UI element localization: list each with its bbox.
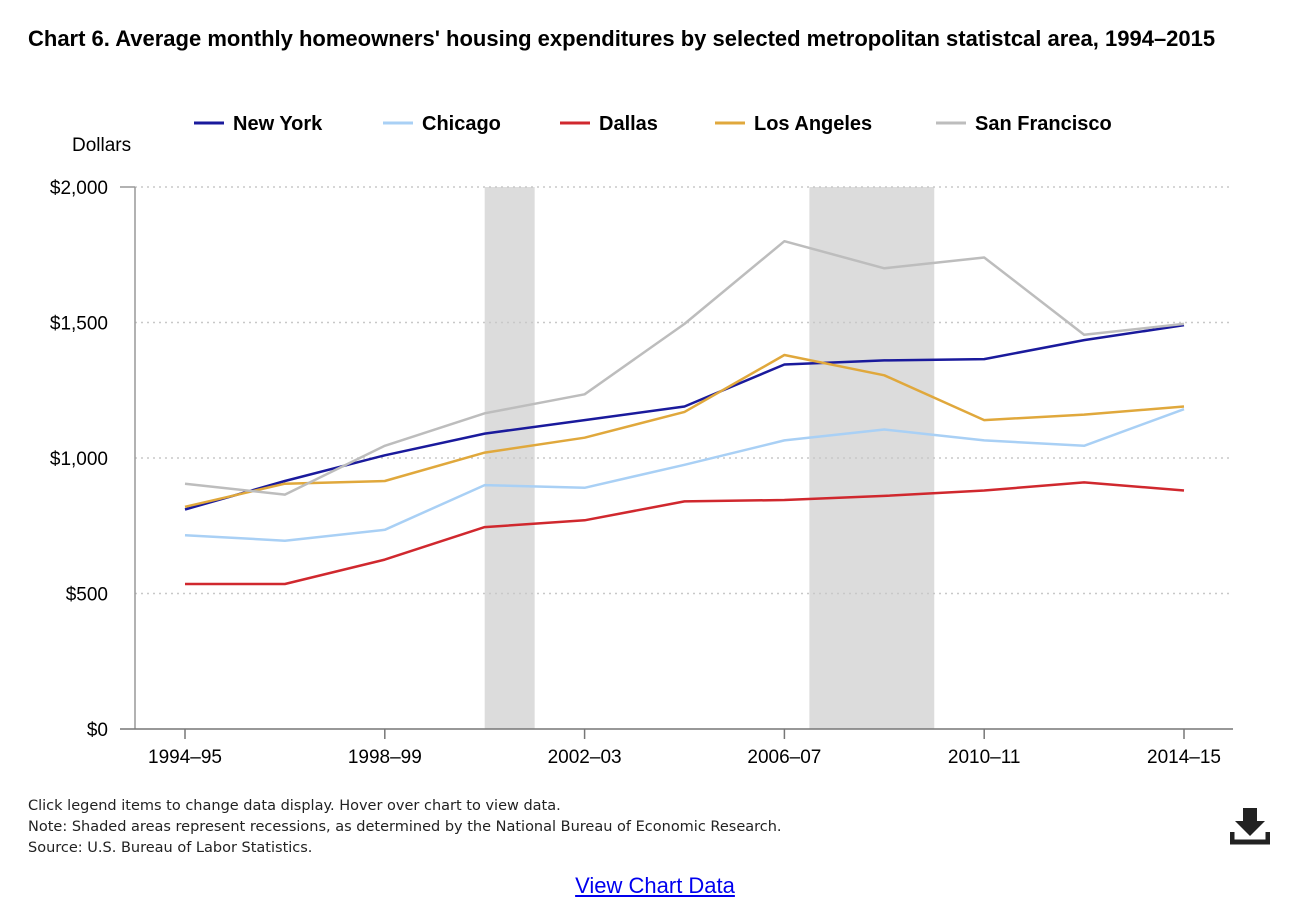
download-icon[interactable] bbox=[1229, 806, 1271, 846]
legend-item-dallas[interactable]: Dallas bbox=[560, 113, 658, 135]
chart-title: Chart 6. Average monthly homeowners' hou… bbox=[28, 26, 1216, 51]
interaction-note: Click legend items to change data displa… bbox=[28, 798, 561, 814]
download-icon-graphic bbox=[1229, 808, 1271, 845]
axes bbox=[120, 186, 1233, 730]
recession-shading bbox=[484, 187, 935, 729]
legend-label: Los Angeles bbox=[754, 113, 872, 135]
x-tick-label: 1994–95 bbox=[148, 747, 222, 768]
x-tick-label: 2014–15 bbox=[1147, 747, 1221, 768]
series-line-los-angeles[interactable] bbox=[184, 353, 1185, 509]
legend-item-los-angeles[interactable]: Los Angeles bbox=[715, 113, 872, 135]
legend-item-san-francisco[interactable]: San Francisco bbox=[936, 113, 1112, 135]
y-tick-label: $500 bbox=[66, 585, 108, 606]
chart-notes: Click legend items to change data displa… bbox=[28, 796, 782, 859]
y-tick-label: $0 bbox=[87, 720, 108, 741]
legend-label: San Francisco bbox=[975, 113, 1112, 135]
x-tick-label: 2010–11 bbox=[948, 747, 1021, 768]
view-chart-data-link[interactable]: View Chart Data bbox=[575, 873, 735, 898]
series-line-san-francisco[interactable] bbox=[184, 239, 1185, 496]
series-line-new-york[interactable] bbox=[184, 323, 1185, 511]
legend-item-chicago[interactable]: Chicago bbox=[383, 113, 501, 135]
view-chart-data-container: View Chart Data bbox=[0, 873, 1310, 899]
series-line-chicago[interactable] bbox=[184, 408, 1185, 542]
legend-item-new-york[interactable]: New York bbox=[194, 113, 323, 135]
x-tick-label: 2002–03 bbox=[548, 747, 622, 768]
recession-band bbox=[809, 187, 935, 729]
x-tick-labels: 1994–95 1998–99 2002–03 2006–07 2010–11 2014–… bbox=[148, 729, 1221, 768]
y-tick-label: $1,000 bbox=[50, 449, 108, 470]
legend-label: Dallas bbox=[599, 113, 658, 135]
series-line-dallas[interactable] bbox=[185, 481, 1185, 586]
y-gridlines bbox=[135, 186, 1233, 595]
y-tick-label: $2,000 bbox=[50, 178, 108, 199]
legend-label: Chicago bbox=[422, 113, 501, 135]
x-tick-label: 2006–07 bbox=[747, 747, 821, 768]
line-chart[interactable]: New York Chicago Dallas Los Angeles San Fran… bbox=[0, 0, 1310, 790]
recession-note: Note: Shaded areas represent recessions,… bbox=[28, 819, 782, 835]
y-tick-label: $1,500 bbox=[50, 314, 108, 335]
chart-legend[interactable]: New York Chicago Dallas Los Angeles San Fran… bbox=[194, 113, 1112, 135]
series-lines[interactable] bbox=[184, 239, 1185, 586]
y-axis-label: Dollars bbox=[72, 135, 131, 156]
y-tick-labels: $0 $500 $1,000 $1,500 $2,000 bbox=[50, 178, 108, 741]
x-tick-label: 1998–99 bbox=[348, 747, 422, 768]
legend-label: New York bbox=[233, 113, 323, 135]
recession-band bbox=[484, 187, 535, 729]
source-note: Source: U.S. Bureau of Labor Statistics. bbox=[28, 840, 313, 856]
